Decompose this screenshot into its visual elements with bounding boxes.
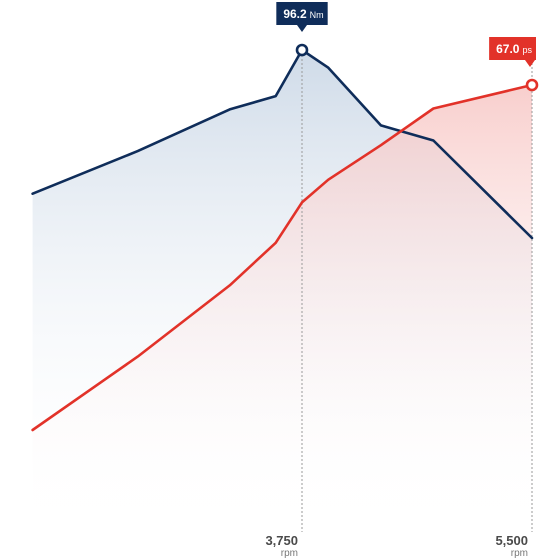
x-tick-label-1: 5,500 <box>495 533 528 548</box>
power-peak-callout: 67.0 ps <box>489 37 536 67</box>
torque-peak-bubble <box>276 2 328 32</box>
torque-peak-unit: Nm <box>310 10 324 20</box>
power-line <box>31 83 534 432</box>
torque-peak-marker <box>295 43 309 57</box>
power-area <box>32 85 532 520</box>
power-peak-bubble <box>489 37 536 67</box>
x-tick-unit-1: rpm <box>511 548 528 559</box>
power-peak-value: 67.0 <box>496 42 520 56</box>
power-peak-label: 67.0 ps <box>496 42 532 56</box>
torque-peak-callout: 96.2 Nm <box>276 2 328 32</box>
x-guide-lines <box>301 55 533 532</box>
peak-markers: 96.2 Nm 67.0 ps <box>276 2 539 92</box>
torque-peak-label: 96.2 Nm <box>283 7 323 21</box>
x-tick-label-0: 3,750 <box>265 533 298 548</box>
x-tick-unit-0: rpm <box>281 548 298 559</box>
power-peak-unit: ps <box>522 45 532 55</box>
power-peak-marker <box>525 78 539 92</box>
torque-peak-value: 96.2 <box>283 7 307 21</box>
series-areas <box>32 50 532 520</box>
